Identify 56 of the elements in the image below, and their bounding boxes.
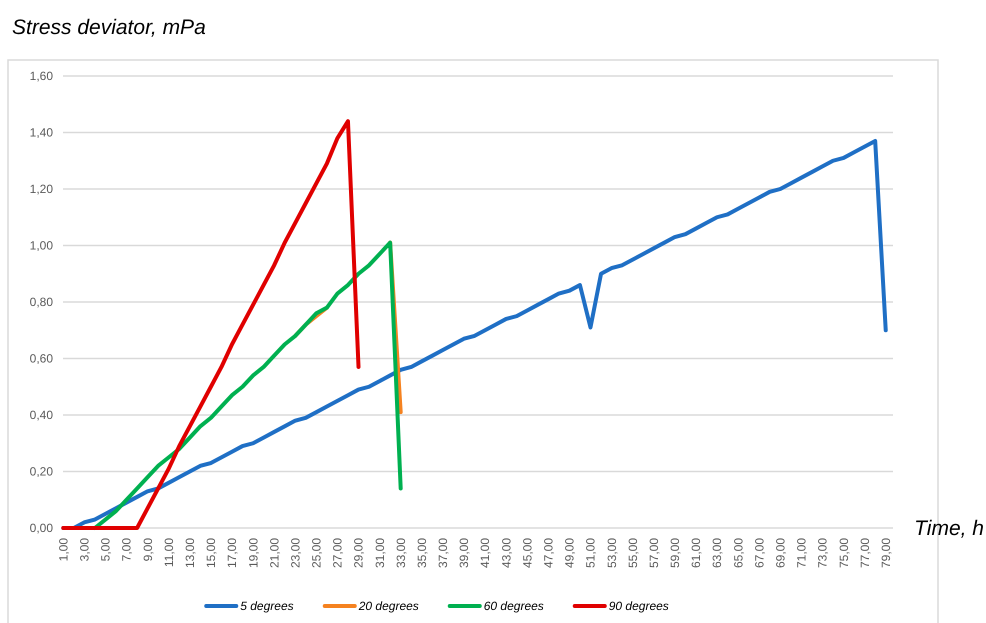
x-tick-label: 47,00 bbox=[542, 538, 556, 568]
x-tick-label: 49,00 bbox=[562, 538, 577, 568]
x-tick-label: 73,00 bbox=[816, 538, 830, 568]
legend-label: 20 degrees bbox=[358, 599, 419, 614]
x-tick-label: 67,00 bbox=[752, 538, 766, 568]
y-axis-title: Stress deviator, mPa bbox=[12, 16, 206, 39]
x-tick-label: 11,00 bbox=[162, 538, 176, 568]
line-series bbox=[61, 119, 361, 530]
legend-label: 90 degrees bbox=[608, 599, 669, 614]
legend-label: 60 degrees bbox=[484, 599, 544, 614]
x-tick-label: 23,00 bbox=[288, 538, 302, 568]
x-tick-label: 43,00 bbox=[499, 538, 514, 568]
x-tick-label: 75,00 bbox=[836, 538, 851, 568]
y-tick-label: 1,00 bbox=[30, 238, 54, 253]
x-tick-label: 13,00 bbox=[183, 538, 198, 568]
x-tick-label: 59,00 bbox=[668, 538, 682, 568]
x-tick-label: 1,00 bbox=[56, 538, 70, 562]
x-tick-label: 29,00 bbox=[352, 538, 366, 568]
x-tick-label: 57,00 bbox=[646, 538, 661, 568]
y-tick-label: 1,60 bbox=[30, 69, 54, 84]
x-tick-label: 5,00 bbox=[98, 538, 113, 562]
y-tick-label: 1,40 bbox=[30, 126, 54, 140]
x-axis-title: Time, h bbox=[914, 517, 984, 540]
x-tick-label: 51,00 bbox=[584, 538, 598, 568]
x-tick-label: 63,00 bbox=[710, 538, 724, 568]
x-tick-label: 77,00 bbox=[858, 538, 872, 568]
legend-label: 5 degrees bbox=[240, 599, 294, 614]
y-tick-label: 0,60 bbox=[30, 352, 54, 366]
x-tick-label: 37,00 bbox=[436, 538, 450, 568]
x-tick-label: 55,00 bbox=[626, 538, 640, 568]
x-tick-label: 33,00 bbox=[394, 538, 408, 568]
y-tick-label: 0,40 bbox=[30, 408, 54, 422]
x-tick-label: 27,00 bbox=[330, 538, 345, 568]
y-tick-label: 0,00 bbox=[30, 521, 54, 536]
y-tick-label: 0,80 bbox=[30, 295, 54, 310]
x-tick-label: 71,00 bbox=[794, 538, 809, 568]
y-tick-label: 0,20 bbox=[30, 464, 54, 479]
x-tick-label: 35,00 bbox=[414, 538, 429, 568]
x-tick-label: 39,00 bbox=[457, 538, 472, 568]
x-tick-label: 15,00 bbox=[204, 538, 218, 568]
x-tick-label: 69,00 bbox=[773, 538, 788, 568]
x-tick-label: 53,00 bbox=[604, 538, 619, 568]
x-tick-label: 7,00 bbox=[120, 538, 134, 562]
x-tick-label: 9,00 bbox=[140, 538, 155, 562]
x-tick-label: 31,00 bbox=[372, 538, 387, 568]
x-tick-label: 3,00 bbox=[78, 538, 92, 562]
x-tick-label: 79,00 bbox=[878, 538, 893, 568]
x-tick-label: 41,00 bbox=[478, 538, 492, 568]
x-tick-label: 17,00 bbox=[225, 538, 240, 568]
x-tick-label: 65,00 bbox=[731, 538, 746, 568]
y-tick-label: 1,20 bbox=[30, 182, 54, 196]
x-tick-label: 19,00 bbox=[246, 538, 260, 568]
x-tick-label: 61,00 bbox=[689, 538, 704, 568]
x-tick-label: 45,00 bbox=[520, 538, 534, 568]
x-tick-label: 25,00 bbox=[310, 538, 324, 568]
x-tick-label: 21,00 bbox=[267, 538, 282, 568]
